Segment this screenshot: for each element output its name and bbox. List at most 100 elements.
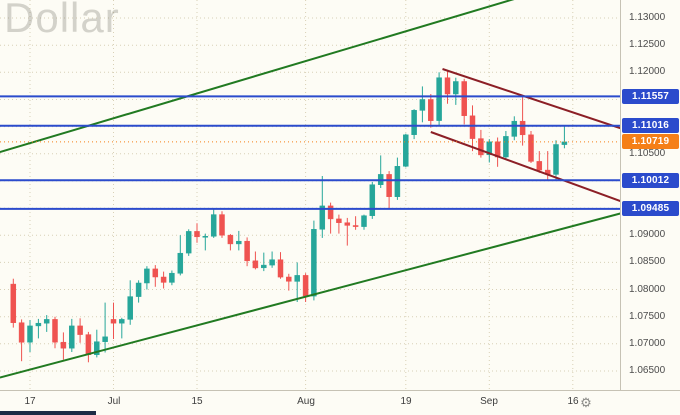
candle: [403, 133, 409, 168]
candle: [361, 214, 367, 230]
candle: [18, 319, 25, 362]
candle: [336, 214, 342, 234]
candle: [411, 109, 417, 140]
time-axis-label: 16: [567, 396, 579, 407]
candle: [135, 280, 142, 303]
candle: [486, 139, 493, 163]
last-price-badge: 1.10719: [622, 134, 679, 149]
trendline-wedge-upper[interactable]: [442, 68, 621, 130]
candle: [286, 273, 292, 291]
candle: [236, 230, 242, 251]
price-axis-label: 1.12500: [629, 39, 666, 50]
price-level-badge: 1.11557: [622, 89, 679, 104]
trendline-wedge-lower[interactable]: [430, 131, 620, 202]
candle: [202, 233, 209, 251]
price-axis-label: 1.09000: [629, 229, 666, 240]
time-scale[interactable]: ⚙ 17 Jul 15 Aug 19 Sep 16: [0, 390, 680, 415]
candle: [428, 94, 434, 128]
candle: [69, 318, 75, 352]
price-axis-label: 1.12000: [629, 66, 666, 77]
price-axis-label: 1.10500: [629, 148, 666, 159]
candle: [386, 171, 392, 209]
candle: [294, 262, 300, 302]
candle: [436, 72, 442, 127]
candle: [277, 252, 284, 279]
candle: [553, 140, 559, 181]
candle: [77, 318, 83, 343]
time-axis-label: 19: [400, 396, 412, 407]
window-edge-strip: [0, 411, 96, 415]
candle: [177, 235, 184, 276]
candle: [536, 151, 543, 173]
candle: [85, 331, 92, 363]
candle: [119, 317, 125, 339]
candle: [369, 182, 376, 219]
trendline-channel-lower[interactable]: [0, 212, 620, 379]
candle: [144, 266, 150, 290]
price-axis-label: 1.06500: [629, 365, 666, 376]
chart-canvas[interactable]: [0, 0, 620, 390]
candle: [244, 237, 250, 267]
candle: [319, 176, 326, 238]
price-axis-label: 1.08000: [629, 284, 666, 295]
time-axis-label: Jul: [107, 396, 121, 407]
candle: [43, 315, 50, 332]
candle: [561, 125, 568, 149]
candle: [102, 302, 108, 353]
candle: [110, 302, 117, 339]
candle: [219, 211, 225, 238]
candle: [519, 96, 526, 146]
candle: [352, 216, 359, 230]
price-level-badge: 1.11016: [622, 118, 679, 133]
time-axis-label: Sep: [480, 396, 498, 407]
candle: [27, 320, 33, 352]
candle: [444, 71, 451, 104]
candles-layer: [10, 71, 568, 363]
settings-gear-icon[interactable]: ⚙: [580, 395, 592, 410]
time-axis-label: 17: [24, 396, 36, 407]
candle: [503, 131, 509, 160]
candle: [528, 131, 534, 163]
candle: [344, 217, 351, 246]
candle: [35, 318, 42, 339]
price-axis-label: 1.08500: [629, 256, 666, 267]
price-axis-label: 1.13000: [629, 12, 666, 23]
candle: [10, 278, 17, 328]
candle: [160, 271, 167, 289]
candle: [461, 78, 467, 125]
candle: [478, 129, 484, 158]
time-axis-label: Aug: [297, 396, 315, 407]
candle: [494, 137, 501, 167]
candle: [252, 251, 259, 270]
trendline-channel-upper[interactable]: [0, 0, 515, 154]
grid-layer: [0, 0, 620, 390]
candle: [227, 234, 234, 251]
candle: [210, 209, 217, 238]
candle: [511, 116, 518, 141]
candle: [194, 223, 200, 243]
candle: [394, 157, 401, 200]
candle: [52, 316, 58, 349]
levels-layer: [0, 95, 620, 210]
price-scale[interactable]: 1.13000 1.12500 1.12000 1.10500 1.09000 1.085…: [620, 0, 680, 390]
candle: [169, 270, 175, 286]
candle: [327, 202, 334, 234]
candle: [453, 77, 459, 105]
candle: [269, 251, 275, 268]
candle: [127, 280, 133, 325]
candle: [185, 229, 192, 256]
candle: [60, 332, 67, 360]
trendlines-layer: [0, 0, 621, 379]
candle: [261, 252, 267, 272]
price-level-badge: 1.09485: [622, 201, 679, 216]
candle: [469, 105, 476, 152]
time-axis-label: 15: [191, 396, 203, 407]
candle: [311, 220, 317, 301]
candle: [377, 155, 384, 188]
price-axis-label: 1.07500: [629, 311, 666, 322]
price-level-badge: 1.10012: [622, 173, 679, 188]
candle: [152, 265, 159, 287]
candle: [419, 86, 426, 123]
price-axis-label: 1.07000: [629, 338, 666, 349]
